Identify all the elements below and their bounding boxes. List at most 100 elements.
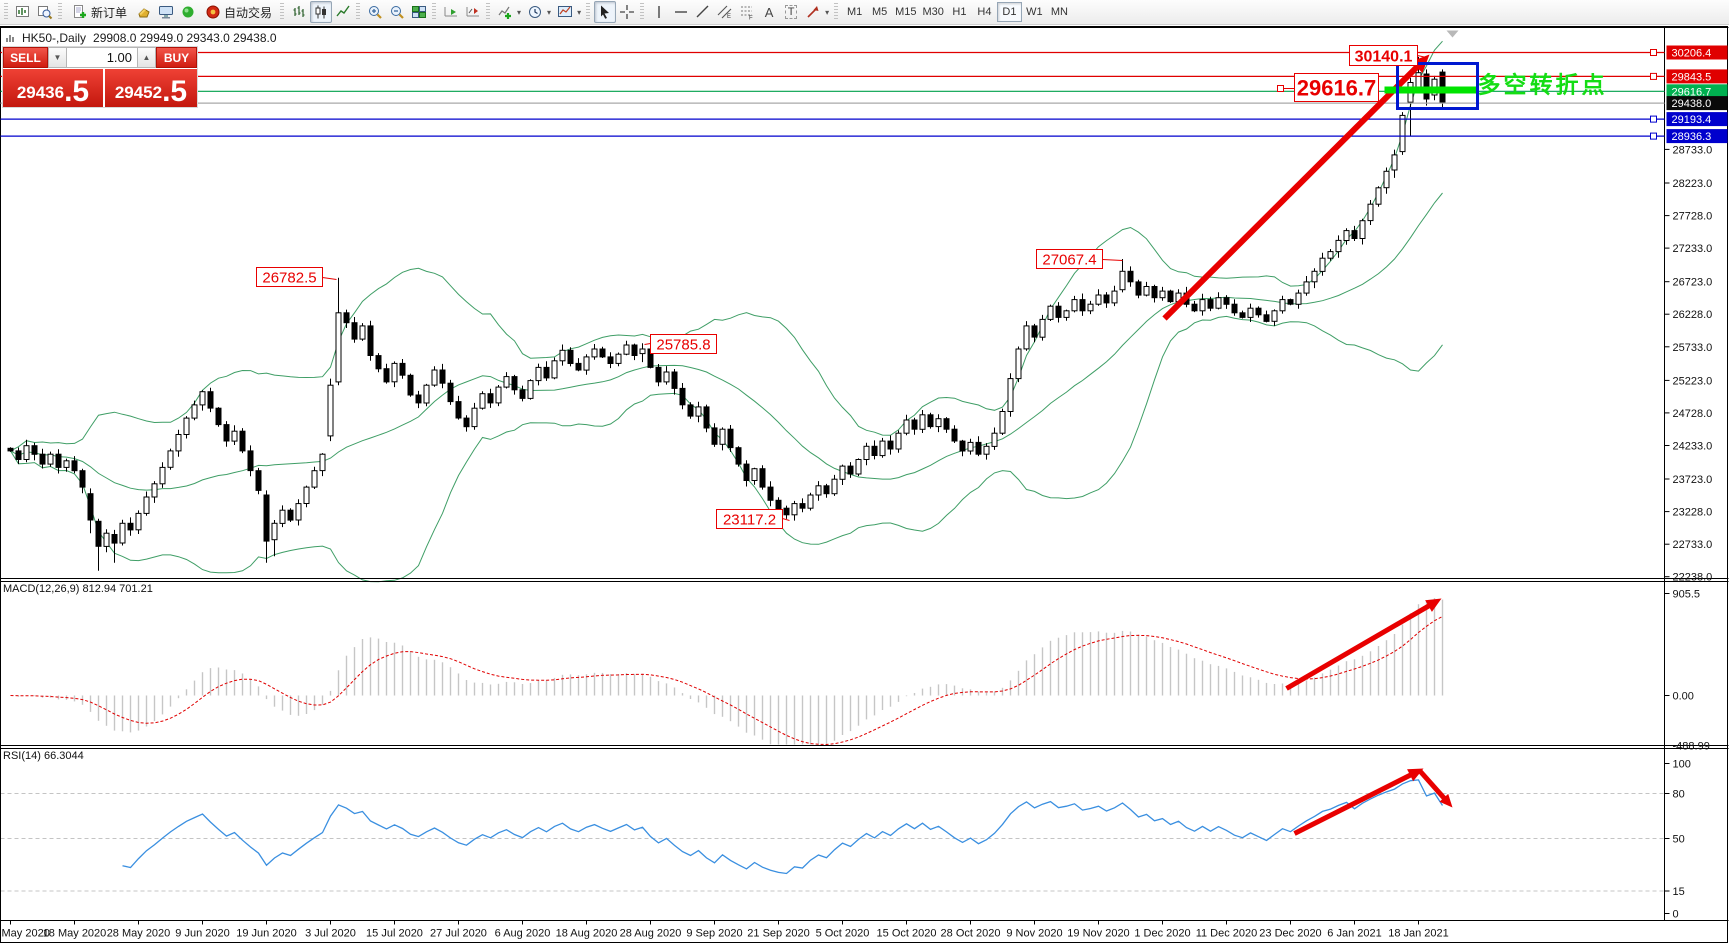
candle (1335, 239, 1342, 253)
candle (135, 512, 142, 531)
dropdown-caret-icon: ▾ (825, 7, 830, 17)
svg-text:0.00: 0.00 (1673, 691, 1694, 703)
timeframe-m30[interactable]: M30 (922, 6, 944, 18)
vertical-line-tool-button[interactable] (648, 1, 670, 23)
candle (815, 485, 822, 496)
crosshair-tool-button[interactable] (616, 1, 638, 23)
auto-trading-button[interactable]: 自动交易 (199, 1, 278, 23)
new-chart-icon (16, 6, 29, 17)
candle (1119, 270, 1126, 291)
cursor-tool-button[interactable] (594, 1, 617, 23)
candle (1231, 303, 1238, 314)
timeframe-w1[interactable]: W1 (1026, 6, 1043, 18)
candle (975, 441, 982, 455)
candle (1263, 314, 1270, 322)
svg-text:25733.0: 25733.0 (1673, 342, 1713, 354)
candle (1087, 303, 1094, 312)
trendline-tool-button[interactable] (692, 1, 714, 23)
svg-text:23 Dec 2020: 23 Dec 2020 (1259, 928, 1321, 940)
timeframe-m15[interactable]: M15 (895, 6, 917, 18)
arrows-tool-button[interactable]: ▾ (802, 1, 832, 23)
timeframe-m1[interactable]: M1 (846, 6, 863, 18)
fibonacci-tool-button[interactable]: F (736, 1, 758, 23)
timeframe-mn[interactable]: MN (1050, 6, 1068, 18)
candle (463, 417, 470, 428)
volume-down-button[interactable]: ▼ (48, 47, 67, 68)
sell-price[interactable]: 29436 .5 (3, 69, 103, 107)
candle (503, 376, 510, 388)
zoom-out-button[interactable] (386, 1, 408, 23)
profiles-button[interactable] (34, 1, 56, 23)
horizontal-line-tool-button[interactable] (670, 1, 692, 23)
news-button[interactable] (177, 1, 199, 23)
svg-text:19 Jun 2020: 19 Jun 2020 (236, 928, 297, 940)
candle (543, 366, 550, 379)
candle (935, 418, 942, 428)
candle (903, 419, 910, 434)
horizontal-line-icon (675, 11, 688, 13)
indicators-button[interactable]: ▾ (494, 1, 524, 23)
templates-icon (558, 6, 573, 17)
rsi-pane (0, 779, 1665, 892)
vertical-line-icon (658, 6, 660, 18)
timeframe-m5[interactable]: M5 (871, 6, 888, 18)
candle (175, 434, 182, 452)
label-tool-button[interactable]: T (780, 1, 802, 23)
candle (159, 466, 166, 485)
candle (1143, 286, 1150, 296)
metaeditor-button[interactable] (155, 1, 177, 23)
candle (319, 453, 326, 472)
text-tool-button[interactable]: A (758, 1, 780, 23)
zoom-in-button[interactable] (364, 1, 386, 23)
periods-button[interactable]: ▾ (524, 1, 554, 23)
auto-trading-icon (206, 5, 220, 19)
macd-pane (10, 598, 1444, 746)
candle (1167, 290, 1174, 303)
price-annotation: 23117.2 (716, 509, 790, 529)
timeframe-d1[interactable]: D1 (996, 2, 1022, 22)
tile-windows-button[interactable] (408, 1, 430, 23)
new-chart-button[interactable] (12, 1, 34, 23)
candle (999, 411, 1006, 434)
svg-text:6 Jan 2021: 6 Jan 2021 (1327, 928, 1381, 940)
candle (183, 417, 190, 436)
channel-tool-button[interactable]: E (714, 1, 736, 23)
buy-button[interactable]: BUY (156, 47, 197, 68)
candle (1303, 281, 1310, 294)
buy-price[interactable]: 29452 .5 (104, 69, 197, 107)
svg-text:27067.4: 27067.4 (1042, 252, 1096, 269)
timeframe-h4[interactable]: H4 (977, 6, 992, 18)
timeframe-h1[interactable]: H1 (952, 6, 967, 18)
candle (567, 349, 574, 364)
candle (751, 468, 758, 482)
svg-text:26782.5: 26782.5 (262, 270, 316, 287)
new-order-button[interactable]: 新订单 (66, 1, 133, 23)
chart-shift-button[interactable] (462, 1, 484, 23)
candle (1103, 294, 1110, 304)
rsi-indicator-label: RSI(14) 66.3044 (3, 750, 84, 762)
templates-button[interactable]: ▾ (554, 1, 584, 23)
candle (71, 460, 78, 472)
market-watch-button[interactable] (133, 1, 155, 23)
candle (279, 509, 286, 524)
profiles-icon (38, 6, 53, 20)
candle (1287, 299, 1294, 305)
sell-button[interactable]: SELL (3, 47, 48, 68)
bar-chart-button[interactable] (288, 1, 310, 23)
candle (911, 419, 918, 430)
bollinger-bands (10, 40, 1443, 583)
auto-scroll-button[interactable] (440, 1, 462, 23)
candle (1223, 297, 1230, 305)
crosshair-icon (620, 5, 635, 19)
volume-input[interactable]: 1.00 (67, 47, 137, 68)
candle (103, 532, 110, 547)
candle (191, 404, 198, 419)
svg-text:30206.4: 30206.4 (1672, 48, 1712, 60)
candle (447, 382, 454, 403)
candle (703, 406, 710, 429)
svg-text:29193.4: 29193.4 (1672, 114, 1712, 126)
line-chart-button[interactable] (332, 1, 354, 23)
volume-up-button[interactable]: ▲ (137, 47, 156, 68)
candle-chart-button[interactable] (310, 1, 333, 23)
